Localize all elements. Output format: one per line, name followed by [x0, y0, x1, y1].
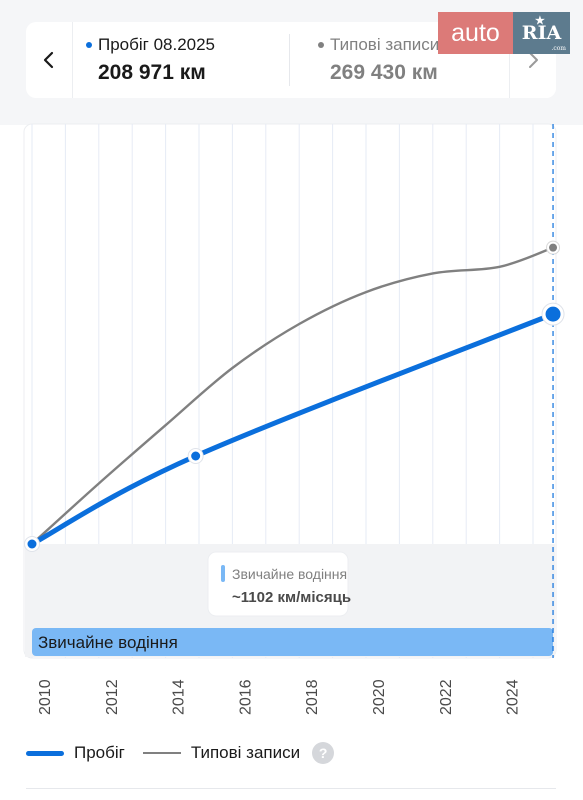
tooltip-title: Звичайне водіння: [232, 566, 347, 582]
plot-area: [23, 123, 557, 659]
x-tick-label: 2012: [104, 679, 121, 715]
mileage-line: [29, 311, 556, 547]
typical-dot-icon: [318, 42, 324, 48]
x-tick-label: 2014: [171, 679, 188, 715]
mileage-point-core: [27, 539, 37, 549]
x-tick-label: 2010: [37, 679, 54, 715]
logo-com-text: .com: [551, 45, 566, 52]
mileage-dot-icon: [86, 42, 92, 48]
legend-mileage-label: Пробіг: [74, 743, 125, 762]
x-tick-label: 2018: [304, 679, 321, 715]
x-tick-label: 2020: [371, 679, 388, 715]
help-icon[interactable]: ?: [312, 742, 335, 764]
x-tick-label: 2016: [237, 679, 254, 715]
star-icon: ★: [535, 14, 545, 27]
stat-divider: [289, 34, 290, 86]
legend-typical-swatch: [142, 752, 181, 754]
driving-band-label: Звичайне водіння: [38, 633, 178, 652]
typical-value: 269 430 км: [330, 61, 438, 84]
mileage-chart: Звичайне водіння Звичайне водіння ~1102 км…: [23, 123, 565, 715]
mileage-point-core: [191, 451, 201, 461]
tooltip-value: ~1102 км/місяць: [232, 589, 351, 606]
typical-label: Типові записи: [330, 35, 440, 54]
logo-auto-text: auto: [438, 12, 513, 54]
mileage-stat: Пробіг 08.2025 208 971 км: [86, 34, 215, 85]
back-button[interactable]: [26, 22, 73, 98]
legend-mileage-swatch: [26, 750, 64, 756]
driving-tooltip: [207, 551, 349, 617]
mileage-value: 208 971 км: [98, 61, 206, 84]
typical-records-line: [31, 246, 554, 545]
typical-point-core: [549, 243, 558, 252]
bottom-divider: [26, 788, 556, 789]
x-tick-label: 2024: [505, 679, 522, 715]
mileage-point-core: [545, 306, 561, 322]
tooltip-marker: [221, 565, 225, 582]
autoria-logo: auto ★ RIA .com: [438, 12, 570, 54]
logo-ria-text: RIA: [521, 22, 562, 44]
typical-stat: Типові записи 269 430 км: [304, 34, 439, 85]
x-tick-label: 2022: [438, 679, 455, 715]
logo-ria-block: ★ RIA .com: [513, 12, 570, 54]
chart-legend: Пробіг Типові записи ?: [26, 738, 335, 768]
mileage-label: Пробіг 08.2025: [98, 35, 216, 54]
driving-band-bar: [32, 628, 554, 656]
chevron-right-icon: [529, 52, 538, 68]
chevron-left-icon: [43, 51, 54, 69]
legend-typical-label: Типові записи: [190, 743, 301, 762]
